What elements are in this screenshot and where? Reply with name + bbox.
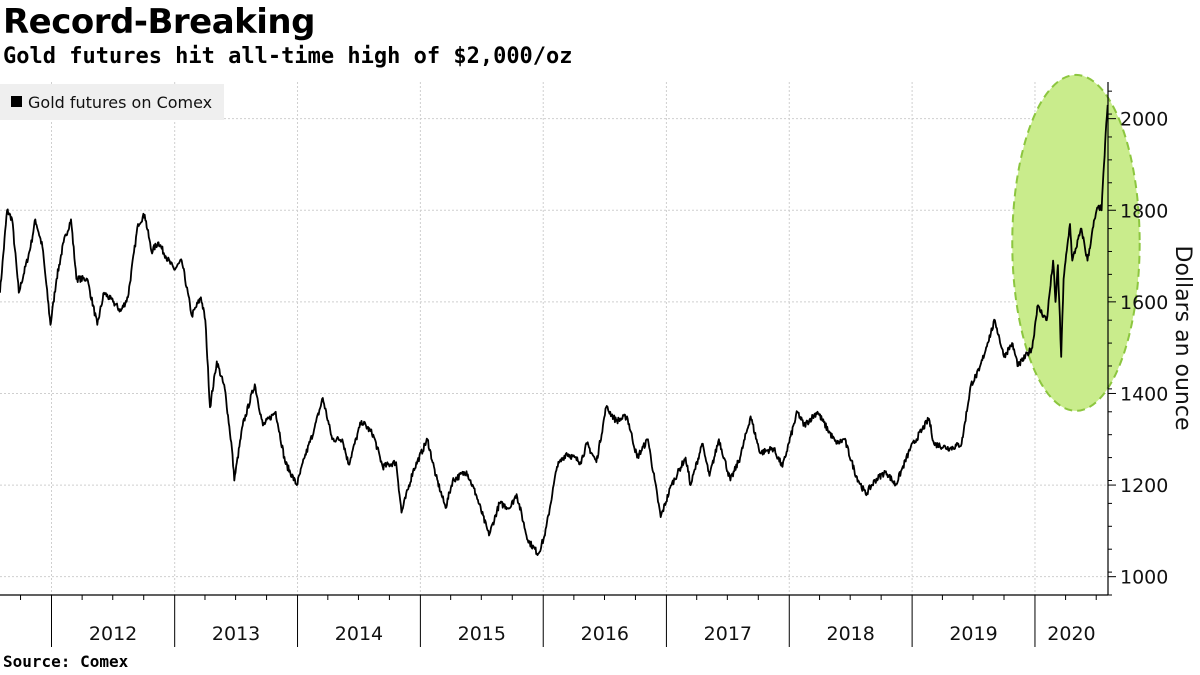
legend: Gold futures on Comex xyxy=(0,84,224,120)
x-tick-label: 2015 xyxy=(458,623,506,645)
y-tick-label: 1800 xyxy=(1120,200,1168,222)
x-tick-label: 2014 xyxy=(335,623,383,645)
series-line-gold-futures xyxy=(0,104,1109,556)
legend-background xyxy=(0,84,224,120)
x-tick-label: 2012 xyxy=(89,623,137,645)
x-tick-label: 2016 xyxy=(581,623,629,645)
series-layer xyxy=(0,104,1109,556)
chart-subtitle: Gold futures hit all-time high of $2,000… xyxy=(3,44,573,69)
x-tick-label: 2019 xyxy=(949,623,997,645)
y-tick-label: 1200 xyxy=(1120,475,1168,497)
y-tick-label: 1000 xyxy=(1120,567,1168,589)
source-note: Source: Comex xyxy=(3,652,129,671)
x-tick-label: 2020 xyxy=(1047,623,1095,645)
x-tick-label: 2017 xyxy=(704,623,752,645)
y-axis-label: Dollars an ounce xyxy=(1170,245,1195,430)
y-tick-label: 2000 xyxy=(1120,109,1168,131)
y-tick-label: 1600 xyxy=(1120,292,1168,314)
chart-title: Record-Breaking xyxy=(3,2,315,42)
x-tick-label: 2013 xyxy=(212,623,260,645)
y-tick-label: 1400 xyxy=(1120,383,1168,405)
axes: 1000 1200 1400 1600 1800 2000 2012 2013 2014 2015… xyxy=(0,82,1168,647)
legend-entry-gold-futures: Gold futures on Comex xyxy=(28,93,212,112)
legend-swatch xyxy=(11,96,22,107)
grid-lines xyxy=(0,82,1108,595)
x-tick-label: 2018 xyxy=(827,623,875,645)
